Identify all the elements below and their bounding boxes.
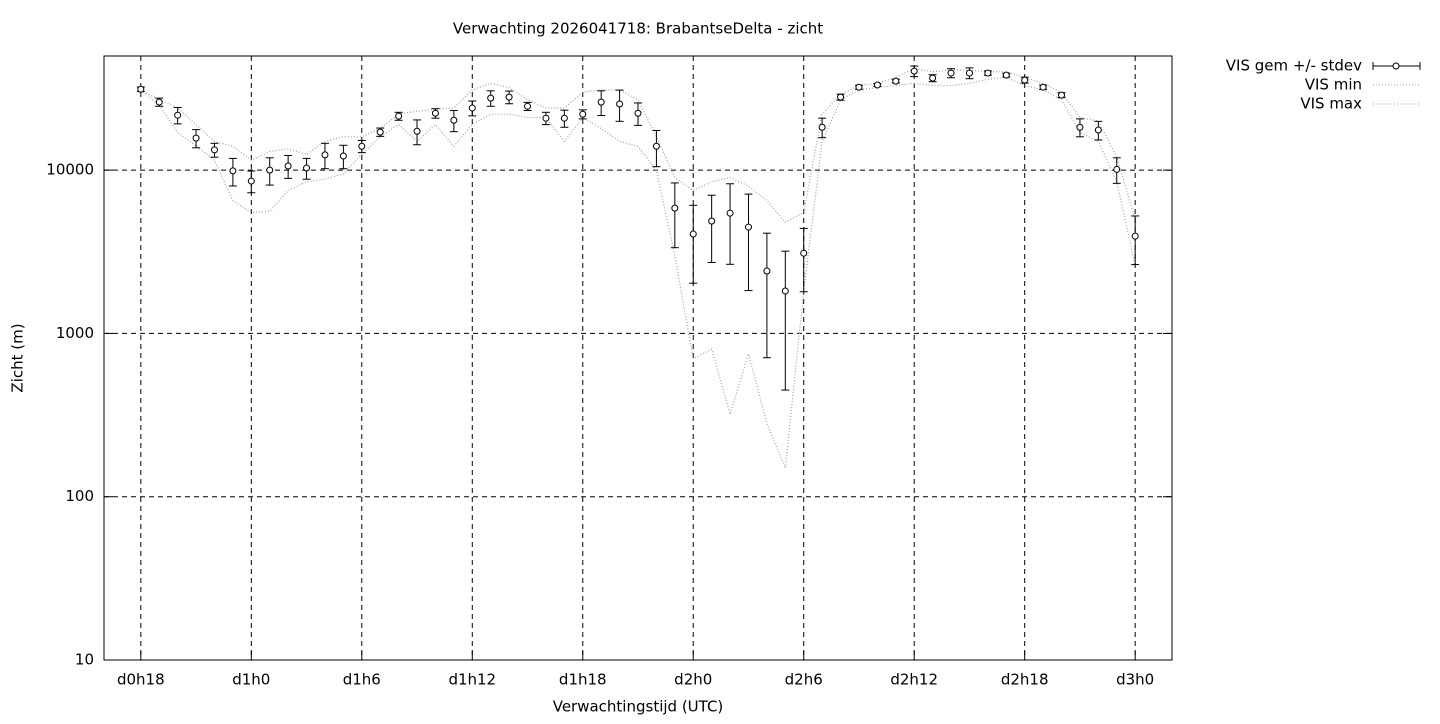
point bbox=[929, 74, 937, 82]
point bbox=[763, 267, 771, 275]
x-tick-label: d1h6 bbox=[343, 671, 381, 689]
point bbox=[155, 98, 163, 106]
legend-swatch bbox=[1392, 62, 1400, 70]
point bbox=[1021, 76, 1029, 84]
x-tick-label: d0h18 bbox=[117, 671, 165, 689]
x-tick-label: d2h0 bbox=[674, 671, 712, 689]
point bbox=[837, 93, 845, 101]
legend-label: VIS gem +/- stdev bbox=[1226, 57, 1362, 75]
point bbox=[634, 109, 642, 117]
point bbox=[192, 134, 200, 142]
point bbox=[376, 128, 384, 136]
point bbox=[652, 142, 660, 150]
point bbox=[542, 114, 550, 122]
point bbox=[1002, 71, 1010, 79]
point bbox=[358, 142, 366, 150]
point bbox=[174, 111, 182, 119]
point bbox=[984, 69, 992, 77]
point bbox=[395, 112, 403, 120]
point bbox=[671, 204, 679, 212]
point bbox=[818, 123, 826, 131]
point bbox=[487, 94, 495, 102]
x-tick-label: d1h0 bbox=[232, 671, 270, 689]
point bbox=[910, 67, 918, 75]
x-tick-label: d2h6 bbox=[785, 671, 823, 689]
point bbox=[321, 151, 329, 159]
point bbox=[597, 98, 605, 106]
point bbox=[524, 102, 532, 110]
point bbox=[247, 177, 255, 185]
legend-label: VIS min bbox=[1305, 76, 1362, 94]
point bbox=[689, 230, 697, 238]
point bbox=[800, 249, 808, 257]
point bbox=[1076, 123, 1084, 131]
point bbox=[726, 209, 734, 217]
point bbox=[708, 217, 716, 225]
point bbox=[137, 85, 145, 93]
x-axis-label: Verwachtingstijd (UTC) bbox=[553, 698, 724, 716]
y-tick-label: 1000 bbox=[56, 324, 94, 342]
point bbox=[303, 164, 311, 172]
point bbox=[965, 69, 973, 77]
point bbox=[413, 127, 421, 135]
y-tick-label: 10 bbox=[75, 651, 94, 669]
point bbox=[579, 110, 587, 118]
line-series bbox=[140, 76, 1136, 469]
plot-frame bbox=[103, 55, 1173, 661]
x-tick-label: d3h0 bbox=[1116, 671, 1154, 689]
point bbox=[229, 167, 237, 175]
point bbox=[616, 100, 624, 108]
point bbox=[1039, 83, 1047, 91]
point bbox=[1131, 232, 1139, 240]
chart-title: Verwachting 2026041718: BrabantseDelta -… bbox=[453, 20, 823, 38]
x-tick-label: d1h18 bbox=[559, 671, 607, 689]
point bbox=[284, 162, 292, 170]
y-tick-label: 10000 bbox=[46, 161, 94, 179]
x-tick-label: d2h12 bbox=[890, 671, 938, 689]
point bbox=[468, 104, 476, 112]
legend-label: VIS max bbox=[1300, 95, 1362, 113]
y-tick-label: 100 bbox=[65, 487, 94, 505]
point bbox=[210, 146, 218, 154]
y-axis-label: Zicht (m) bbox=[9, 323, 27, 392]
point bbox=[560, 114, 568, 122]
point bbox=[1058, 91, 1066, 99]
point bbox=[505, 93, 513, 101]
point bbox=[873, 81, 881, 89]
point bbox=[947, 69, 955, 77]
point bbox=[339, 152, 347, 160]
point bbox=[855, 83, 863, 91]
point bbox=[266, 166, 274, 174]
x-tick-label: d1h12 bbox=[448, 671, 496, 689]
point bbox=[744, 223, 752, 231]
point bbox=[1094, 126, 1102, 134]
point bbox=[892, 77, 900, 85]
point bbox=[781, 287, 789, 295]
point bbox=[1113, 165, 1121, 173]
point bbox=[450, 116, 458, 124]
x-tick-label: d2h18 bbox=[1001, 671, 1049, 689]
point bbox=[431, 109, 439, 117]
